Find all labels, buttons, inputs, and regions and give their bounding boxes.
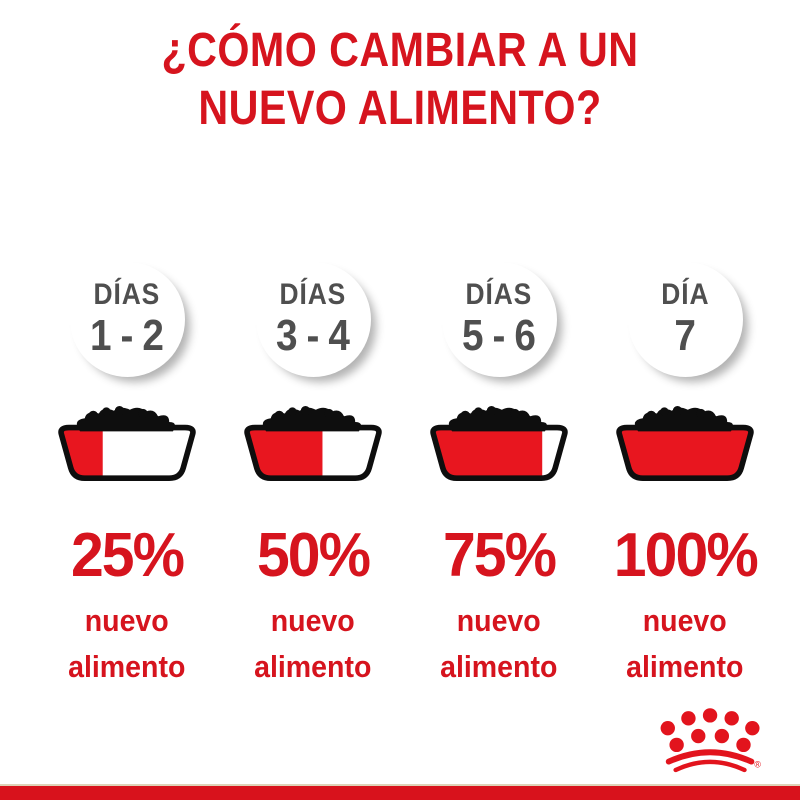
day-badge-range: 3 - 4: [276, 311, 350, 360]
caption-line2: alimento: [68, 649, 186, 684]
day-column-2: DÍAS 3 - 4 50% nuevo alimento: [220, 262, 406, 690]
day-badge-4: DÍA 7: [627, 262, 743, 377]
day-badge-2: DÍAS 3 - 4: [255, 262, 371, 377]
food-bowl-icon: [424, 404, 574, 483]
day-badge-label: DÍAS: [465, 278, 533, 311]
caption-line1: nuevo: [642, 603, 727, 638]
caption-line1: nuevo: [456, 603, 541, 638]
caption: nuevo alimento: [626, 598, 743, 690]
day-badge-range: 1 - 2: [90, 311, 164, 360]
page-title-line1: ¿CÓMO CAMBIAR A UN: [161, 24, 639, 77]
day-badge-3: DÍAS 5 - 6: [441, 262, 557, 377]
caption: nuevo alimento: [254, 598, 371, 690]
caption-line2: alimento: [626, 649, 744, 684]
day-badge-label: DÍAS: [93, 278, 161, 311]
day-column-4: DÍA 7 100% nuevo alimento: [592, 262, 778, 690]
percent-label: 25%: [70, 521, 185, 590]
percent-label: 75%: [442, 521, 557, 590]
day-badge-range: 7: [674, 311, 697, 360]
caption-line1: nuevo: [84, 603, 169, 638]
royal-canin-crown-logo-icon: ®: [660, 708, 761, 773]
bottom-accent-bar: [0, 784, 800, 800]
day-badge-label: DÍAS: [279, 278, 347, 311]
day-column-1: DÍAS 1 - 2 25% nuevo alimento: [34, 262, 220, 690]
food-bowl-icon: [238, 404, 388, 483]
day-badge-range: 5 - 6: [462, 311, 536, 360]
food-bowl-icon: [610, 404, 760, 483]
page-title: ¿CÓMO CAMBIAR A UN NUEVO ALIMENTO?: [56, 22, 744, 138]
day-column-3: DÍAS 5 - 6 75% nuevo alimento: [406, 262, 592, 690]
caption-line2: alimento: [440, 649, 558, 684]
day-badge-label: DÍA: [660, 278, 710, 311]
caption-line1: nuevo: [270, 603, 355, 638]
day-badge-1: DÍAS 1 - 2: [69, 262, 185, 377]
caption: nuevo alimento: [440, 598, 557, 690]
caption: nuevo alimento: [68, 598, 185, 690]
page-title-line2: NUEVO ALIMENTO?: [198, 82, 602, 135]
food-bowl-icon: [52, 404, 202, 483]
day-columns: DÍAS 1 - 2 25% nuevo alimento DÍAS 3 - 4…: [34, 262, 778, 690]
percent-label: 100%: [613, 521, 758, 590]
percent-label: 50%: [256, 521, 371, 590]
caption-line2: alimento: [254, 649, 372, 684]
registered-mark: ®: [754, 760, 761, 770]
